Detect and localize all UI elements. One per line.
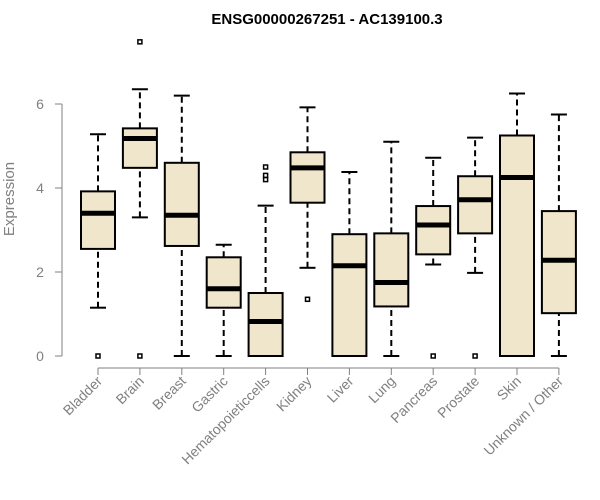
x-axis: Bladder Brain Breast GastricHematopoieticce… — [60, 367, 566, 467]
box-rect — [373, 232, 410, 308]
box-brain — [121, 39, 158, 359]
box-breast — [163, 94, 200, 357]
outlier-point — [137, 353, 143, 359]
x-tick-label: Liver — [324, 373, 357, 406]
outlier-point — [304, 296, 311, 303]
box-liver — [331, 171, 368, 357]
box-kidney — [289, 106, 326, 303]
chart-title: ENSG00000267251 - AC139100.3 — [211, 11, 442, 28]
x-tick-label: Pancreas — [387, 373, 440, 426]
y-tick-label: 2 — [36, 264, 44, 280]
outlier-point — [95, 353, 101, 359]
x-tick-label: Prostate — [434, 373, 482, 421]
x-tick-label: Bladder — [60, 373, 106, 419]
box-pancreas — [415, 156, 452, 359]
box-rect — [163, 161, 200, 247]
x-tick-label: Brain — [113, 373, 147, 407]
y-axis: 0 2 4 6 — [36, 96, 63, 364]
y-tick-label: 4 — [36, 180, 44, 196]
box-unknown-other — [540, 113, 577, 357]
box-rect — [499, 134, 535, 357]
box-rect — [121, 127, 158, 169]
box-rect — [415, 205, 452, 256]
box-hematopoieticcells — [247, 164, 284, 357]
outlier-point — [430, 353, 436, 359]
y-tick-label: 6 — [36, 96, 44, 112]
y-axis-label: Expression — [1, 162, 18, 236]
outlier-point — [262, 172, 269, 179]
box-rect — [80, 190, 116, 250]
box-bladder — [80, 133, 116, 359]
box-rect — [457, 175, 494, 235]
outlier-point — [137, 39, 143, 45]
outlier-point — [262, 164, 269, 170]
x-tick-label: Unknown / Other — [480, 373, 566, 459]
box-prostate — [457, 136, 494, 359]
x-tick-label: Skin — [494, 373, 525, 404]
box-rect — [247, 292, 284, 357]
box-rect — [205, 256, 242, 309]
box-skin — [499, 92, 535, 357]
outlier-point — [262, 176, 269, 183]
box-rect — [289, 151, 326, 204]
boxes — [80, 39, 577, 359]
y-tick-label: 0 — [36, 348, 44, 364]
x-tick-label: Breast — [149, 373, 189, 413]
x-tick-label: Kidney — [273, 373, 315, 415]
outlier-point — [472, 353, 478, 359]
box-gastric — [205, 243, 242, 357]
x-tick-label: Lung — [365, 373, 398, 406]
box-rect — [331, 233, 368, 357]
box-lung — [373, 140, 410, 357]
